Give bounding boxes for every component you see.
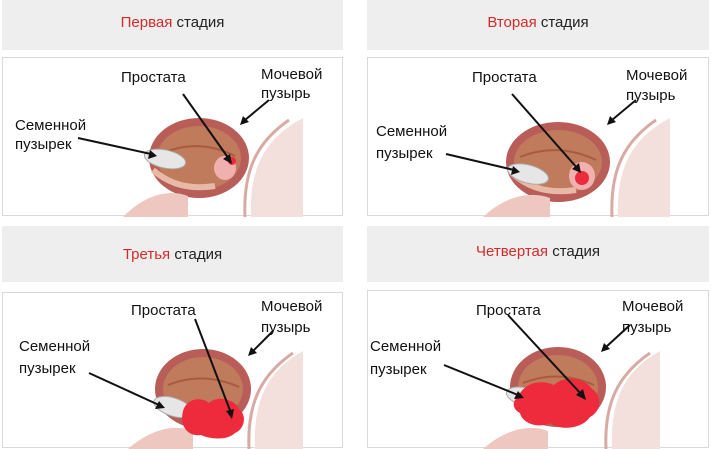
stage-3-bladder-label-line1: Мочевой — [261, 298, 323, 315]
stage-3-title-rest: стадия — [170, 246, 223, 263]
stage-1-title-highlight: Первая — [120, 14, 173, 31]
stage-4-prostate-label: Простата — [476, 302, 541, 319]
stage-1-title-rest: стадия — [172, 14, 225, 31]
stage-2-bladder-label-line2: пузырь — [626, 87, 676, 104]
stage-3-anatomy-illustration — [88, 318, 303, 449]
stage-1-panel: Первая стадия Простата Мочевой пузырь Се… — [2, 0, 343, 218]
stage-2-bladder-label-line1: Мочевой — [626, 67, 688, 84]
stage-1-vesicle-label-line1: Семенной — [15, 117, 87, 134]
stage-4-panel: Четвертая стадия Простата Мочевой пузырь… — [367, 226, 709, 449]
stage-3-panel: Третья стадия Простата Мочевой пузырь Се… — [2, 226, 343, 449]
stage-4-vesicle-label-line1: Семенной — [370, 338, 442, 355]
stage-2-vesicle-label-line2: пузырек — [376, 145, 433, 162]
stage-3-title-highlight: Третья — [122, 246, 171, 263]
stage-2-anatomy-illustration — [445, 93, 670, 218]
stage-2-prostate-label: Простата — [472, 69, 537, 86]
stage-2-header: Вторая стадия — [367, 0, 709, 50]
stage-2-diagram-box: Простата Мочевой пузырь Семенной пузырек — [367, 57, 709, 218]
stage-4-title-rest: стадия — [548, 243, 600, 260]
stage-1-anatomy-illustration — [77, 93, 303, 218]
stage-4-vesicle-label-line2: пузырек — [370, 361, 427, 378]
stage-2-tumor — [575, 171, 589, 185]
stage-1-diagram-box: Простата Мочевой пузырь Семенной пузырек — [2, 57, 343, 218]
stage-4-bladder-label-line1: Мочевой — [622, 298, 684, 315]
stage-4-title-highlight: Четвертая — [475, 243, 549, 260]
stage-2-title-rest: стадия — [536, 14, 589, 31]
stage-2-title-highlight: Вторая — [487, 14, 537, 31]
stage-1-prostate-label: Простата — [121, 69, 186, 86]
stage-3-vesicle-label-line1: Семенной — [19, 338, 91, 355]
stage-3-header: Третья стадия — [2, 226, 343, 282]
stage-4-diagram-box: Простата Мочевой пузырь Семенной пузырек — [367, 290, 709, 449]
stage-2-vesicle-label-line1: Семенной — [376, 123, 448, 140]
stage-3-diagram-box: Простата Мочевой пузырь Семенной пузырек — [2, 292, 343, 449]
stage-1-vesicle-label-line2: пузырек — [15, 136, 72, 153]
stage-3-vesicle-label-line2: пузырек — [19, 360, 76, 377]
stage-3-tumor — [182, 398, 244, 439]
stage-4-bladder-label-line2: пузырь — [622, 319, 672, 336]
stage-2-panel: Вторая стадия Простата Мочевой пузырь Се… — [367, 0, 709, 218]
stage-3-prostate-label: Простата — [131, 302, 196, 319]
stage-3-bladder-label-line2: пузырь — [261, 319, 311, 336]
stage-1-bladder-label-line1: Мочевой — [261, 66, 323, 83]
stage-1-bladder-label-line2: пузырь — [261, 85, 311, 102]
stage-4-anatomy-illustration — [443, 314, 660, 449]
stage-1-header: Первая стадия — [2, 0, 343, 50]
stage-4-header: Четвертая стадия — [367, 226, 709, 282]
